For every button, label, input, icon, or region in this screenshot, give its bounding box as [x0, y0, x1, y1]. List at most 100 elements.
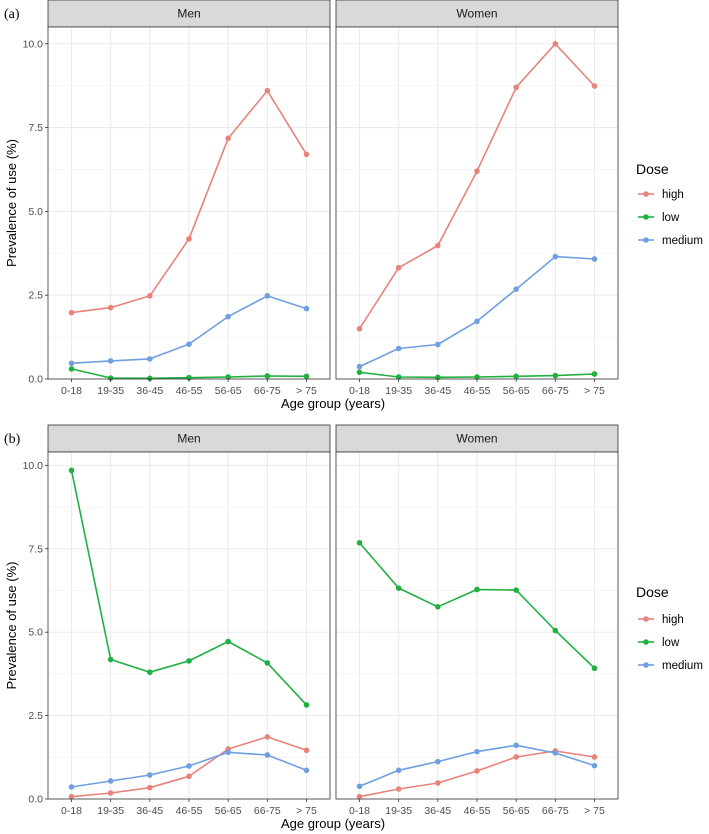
data-point-high: [186, 773, 192, 780]
data-point-low: [591, 665, 598, 672]
data-point-high: [303, 151, 310, 158]
data-point-high: [147, 784, 153, 791]
facet-strip: [335, 0, 619, 28]
legend-key-point-high: [643, 191, 649, 197]
data-point-high: [474, 168, 480, 174]
data-point-medium: [435, 758, 441, 765]
x-tick-label: 46-55: [176, 805, 203, 817]
data-point-high: [225, 135, 231, 142]
data-point-low: [68, 366, 75, 372]
x-tick-label: 19-35: [97, 385, 124, 397]
x-tick-label: > 75: [584, 805, 605, 817]
data-point-medium: [225, 313, 231, 320]
data-point-high: [474, 768, 480, 774]
x-tick-label: 66-75: [542, 385, 569, 397]
data-point-low: [264, 373, 271, 379]
data-point-medium: [68, 360, 75, 367]
x-tick-label: 0-18: [61, 805, 82, 817]
x-tick-label: 36-45: [424, 385, 451, 397]
data-point-low: [552, 372, 559, 379]
legend-key-point-medium: [643, 662, 649, 668]
legend: Dose high low medium: [636, 161, 703, 247]
data-point-medium: [513, 742, 519, 749]
legend-key-point-high: [643, 616, 649, 622]
x-tick-label: > 75: [296, 805, 317, 817]
y-tick-label: 2.5: [28, 290, 43, 302]
data-point-low: [68, 467, 75, 474]
data-point-high: [147, 293, 153, 299]
x-tick-label: 19-35: [385, 385, 412, 397]
data-point-medium: [474, 748, 480, 755]
y-tick-label: 5.0: [28, 627, 43, 639]
data-point-medium: [552, 750, 559, 756]
panel-tag: (a): [4, 7, 20, 22]
x-tick-label: > 75: [584, 385, 605, 397]
data-point-high: [186, 236, 192, 242]
data-point-medium: [107, 358, 114, 364]
facet-strip-label: Women: [456, 7, 497, 21]
x-tick-label: 66-75: [254, 805, 281, 817]
data-point-high: [591, 754, 598, 760]
data-point-medium: [395, 767, 402, 774]
x-tick-label: 46-55: [464, 385, 491, 397]
facet-strip-label: Women: [456, 432, 497, 446]
y-tick-label: 0.0: [28, 374, 43, 386]
panel-tag: (b): [4, 432, 21, 447]
data-point-low: [513, 373, 519, 380]
data-point-high: [356, 325, 363, 332]
facet-panel-women: Women 0-18 19-35 36-45 46-55 56-65 66-75 > 75: [335, 0, 619, 397]
data-point-high: [513, 754, 519, 760]
data-point-medium: [68, 784, 75, 790]
y-tick-label: 5.0: [28, 206, 43, 218]
data-point-high: [68, 309, 75, 316]
y-axis-title: Prevalence of use (%): [4, 139, 19, 267]
legend-label-low: low: [662, 212, 680, 224]
x-tick-label: 19-35: [385, 805, 412, 817]
data-point-medium: [147, 356, 153, 362]
data-point-low: [225, 374, 231, 380]
data-point-high: [303, 747, 310, 754]
data-point-medium: [225, 749, 231, 756]
data-point-low: [303, 702, 310, 708]
data-point-high: [395, 786, 402, 792]
data-point-low: [186, 658, 192, 664]
data-point-high: [107, 790, 114, 796]
data-point-low: [356, 369, 363, 376]
facet-panel-men: Men 0-18 19-35 36-45 46-55 56-65 66-75 > 75 0.0 2…: [23, 0, 331, 397]
legend-label-medium: medium: [662, 660, 703, 672]
chart-b: (b) Men 0-18 19-35 36-45 46-55 56-65 66-75 > 75 0…: [4, 424, 703, 831]
y-tick-label: 7.5: [28, 543, 43, 555]
x-tick-label: 66-75: [542, 805, 569, 817]
data-point-low: [395, 374, 402, 380]
x-axis-title: Age group (years): [281, 396, 385, 411]
data-point-medium: [591, 762, 598, 769]
data-point-high: [513, 84, 519, 91]
y-axis-title: Prevalence of use (%): [4, 562, 19, 690]
y-tick-label: 2.5: [28, 710, 43, 722]
x-tick-label: 0-18: [61, 385, 82, 397]
x-tick-label: 56-65: [503, 385, 530, 397]
data-point-medium: [395, 345, 402, 352]
x-tick-label: > 75: [296, 385, 317, 397]
data-point-low: [303, 373, 310, 380]
data-point-low: [147, 375, 153, 382]
data-point-low: [591, 371, 598, 377]
x-axis-title: Age group (years): [281, 816, 385, 831]
data-point-high: [107, 304, 114, 311]
x-tick-label: 0-18: [349, 805, 370, 817]
data-point-medium: [303, 305, 310, 312]
data-point-high: [264, 87, 271, 94]
data-point-medium: [264, 293, 271, 299]
x-tick-label: 56-65: [215, 385, 242, 397]
data-point-medium: [513, 286, 519, 292]
data-point-high: [435, 780, 441, 786]
data-point-medium: [474, 318, 480, 325]
data-point-low: [474, 586, 480, 593]
data-point-low: [395, 585, 402, 591]
y-tick-label: 7.5: [28, 122, 43, 134]
legend-key-point-low: [643, 214, 649, 220]
x-tick-label: 66-75: [254, 385, 281, 397]
data-point-low: [435, 604, 441, 610]
legend-label-medium: medium: [662, 235, 703, 247]
